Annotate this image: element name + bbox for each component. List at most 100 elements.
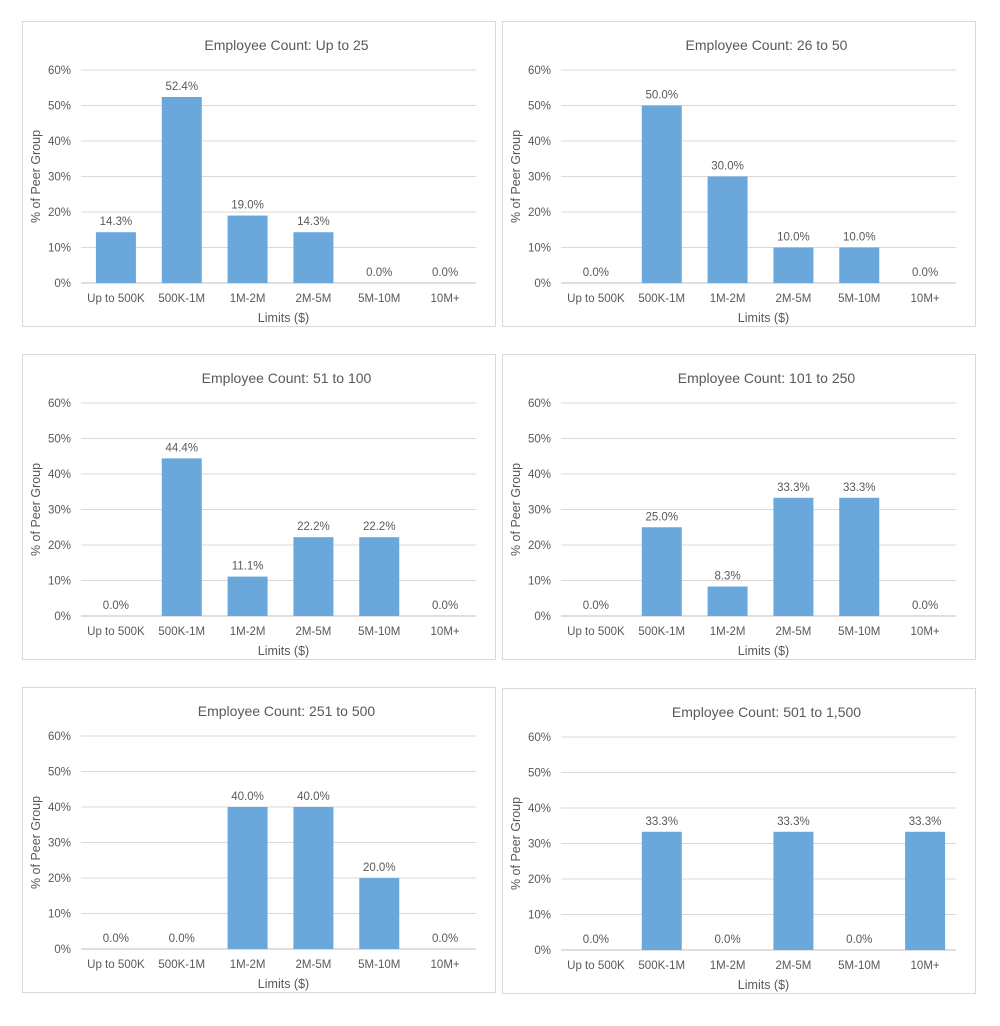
data-label: 14.3% xyxy=(100,216,133,228)
x-tick-label: 5M-10M xyxy=(838,626,880,638)
x-tick-label: 500K-1M xyxy=(158,626,205,638)
bar xyxy=(641,831,682,950)
x-tick-label: 1M-2M xyxy=(230,293,266,305)
chart-title: Employee Count: 251 to 500 xyxy=(198,703,376,719)
data-label: 50.0% xyxy=(645,90,678,102)
x-tick-label: 5M-10M xyxy=(358,626,400,638)
x-tick-label: 2M-5M xyxy=(296,626,332,638)
bar xyxy=(227,807,268,949)
x-tick-label: 1M-2M xyxy=(710,960,746,972)
data-label: 0.0% xyxy=(103,933,129,945)
data-label: 40.0% xyxy=(231,791,264,803)
chart-title: Employee Count: 501 to 1,500 xyxy=(672,704,861,720)
y-tick-label: 0% xyxy=(54,611,71,623)
chart-panel: Employee Count: 26 to 50 0% 10% 20% 30% 40% 50… xyxy=(502,21,976,327)
data-label: 40.0% xyxy=(297,791,330,803)
data-label: 52.4% xyxy=(165,81,198,93)
data-label: 33.3% xyxy=(777,482,810,494)
y-tick-label: 40% xyxy=(48,469,71,481)
data-label: 0.0% xyxy=(169,933,195,945)
x-tick-label: 2M-5M xyxy=(296,293,332,305)
y-tick-label: 10% xyxy=(48,576,71,588)
x-tick-label: 2M-5M xyxy=(776,293,812,305)
y-tick-label: 20% xyxy=(528,540,551,552)
y-tick-label: 30% xyxy=(528,172,551,184)
x-tick-label: Up to 500K xyxy=(87,626,145,638)
y-tick-label: 0% xyxy=(534,278,551,290)
x-axis-label: Limits ($) xyxy=(738,311,789,325)
data-label: 0.0% xyxy=(714,934,740,946)
y-tick-label: 30% xyxy=(48,505,71,517)
y-axis-label: % of Peer Group xyxy=(29,463,43,556)
bar-chart: Employee Count: Up to 25 0% 10% 20% 30% 40% 50… xyxy=(29,37,476,325)
x-tick-label: Up to 500K xyxy=(567,626,625,638)
x-axis-label: Limits ($) xyxy=(738,644,789,658)
y-tick-label: 20% xyxy=(528,207,551,219)
chart-panel: Employee Count: 101 to 250 0% 10% 20% 30% 40%… xyxy=(502,354,976,660)
bar-chart: Employee Count: 51 to 100 0% 10% 20% 30% 40% 5… xyxy=(29,370,476,658)
y-tick-label: 30% xyxy=(528,505,551,517)
data-label: 14.3% xyxy=(297,216,330,228)
x-tick-label: 500K-1M xyxy=(638,293,685,305)
x-tick-label: 1M-2M xyxy=(710,293,746,305)
data-label: 33.3% xyxy=(777,816,810,828)
x-tick-label: 10M+ xyxy=(911,293,940,305)
x-tick-label: 10M+ xyxy=(431,293,460,305)
y-axis-label: % of Peer Group xyxy=(509,463,523,556)
x-tick-label: Up to 500K xyxy=(567,960,625,972)
data-label: 8.3% xyxy=(714,571,740,583)
y-tick-label: 50% xyxy=(528,768,551,780)
x-tick-label: 2M-5M xyxy=(296,959,332,971)
chart-title: Employee Count: Up to 25 xyxy=(204,37,368,53)
data-label: 33.3% xyxy=(843,482,876,494)
y-tick-label: 0% xyxy=(534,945,551,957)
y-axis-label: % of Peer Group xyxy=(29,796,43,889)
bar xyxy=(227,215,268,283)
bar xyxy=(359,878,400,949)
y-tick-label: 60% xyxy=(48,731,71,743)
x-tick-label: 2M-5M xyxy=(776,626,812,638)
data-label: 30.0% xyxy=(711,161,744,173)
chart-title: Employee Count: 51 to 100 xyxy=(202,370,372,386)
x-tick-label: Up to 500K xyxy=(87,293,145,305)
bar xyxy=(773,247,814,283)
data-label: 22.2% xyxy=(297,521,330,533)
bar-chart: Employee Count: 501 to 1,500 0% 10% 20% 30% 4… xyxy=(509,704,956,992)
data-label: 0.0% xyxy=(103,600,129,612)
x-tick-label: 1M-2M xyxy=(230,959,266,971)
data-label: 33.3% xyxy=(909,816,942,828)
chart-title: Employee Count: 101 to 250 xyxy=(678,370,856,386)
x-tick-label: 5M-10M xyxy=(358,959,400,971)
y-tick-label: 20% xyxy=(528,874,551,886)
bar xyxy=(293,232,334,283)
y-tick-label: 50% xyxy=(528,434,551,446)
data-label: 0.0% xyxy=(583,934,609,946)
x-tick-label: 500K-1M xyxy=(638,626,685,638)
data-label: 25.0% xyxy=(645,511,678,523)
y-tick-label: 10% xyxy=(528,910,551,922)
bar xyxy=(641,105,682,283)
y-tick-label: 40% xyxy=(528,469,551,481)
bar xyxy=(839,497,880,616)
bar xyxy=(161,96,202,283)
bar xyxy=(773,831,814,950)
data-label: 44.4% xyxy=(165,442,198,454)
x-tick-label: Up to 500K xyxy=(87,959,145,971)
y-tick-label: 10% xyxy=(528,576,551,588)
data-label: 10.0% xyxy=(777,232,810,244)
y-tick-label: 0% xyxy=(534,611,551,623)
y-tick-label: 50% xyxy=(48,101,71,113)
data-label: 0.0% xyxy=(583,267,609,279)
data-label: 0.0% xyxy=(912,267,938,279)
x-tick-label: 2M-5M xyxy=(776,960,812,972)
bar xyxy=(161,458,202,616)
y-tick-label: 20% xyxy=(48,873,71,885)
y-tick-label: 40% xyxy=(48,802,71,814)
x-tick-label: 10M+ xyxy=(911,626,940,638)
bar xyxy=(905,831,946,950)
bar xyxy=(293,807,334,949)
bar xyxy=(641,527,682,616)
x-tick-label: 500K-1M xyxy=(158,293,205,305)
bar xyxy=(707,176,748,283)
y-tick-label: 40% xyxy=(48,136,71,148)
